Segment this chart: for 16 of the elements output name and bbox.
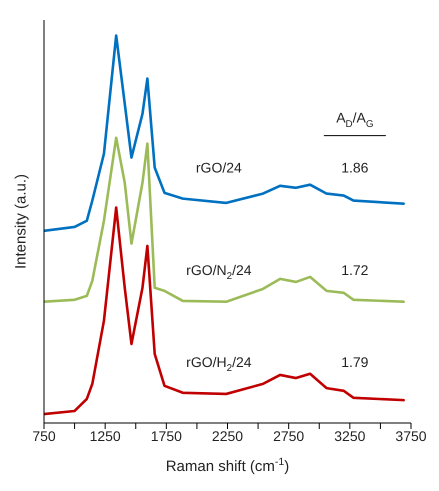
x-tick-label: 750 xyxy=(32,428,56,444)
x-tick-label: 3750 xyxy=(395,428,427,444)
x-tick-label: 2250 xyxy=(212,428,244,444)
series-label: rGO/N$_{2}$/24 xyxy=(186,262,252,282)
x-tick-label: 1250 xyxy=(90,428,121,444)
y-axis-title: Intensity (a.u.) xyxy=(12,174,30,270)
annotation: 1.86 xyxy=(341,160,369,176)
x-tick-label: 3250 xyxy=(334,428,366,444)
series-label: rGO/24 xyxy=(196,160,242,176)
annotation: 1.72 xyxy=(341,262,369,278)
annotation: 1.79 xyxy=(341,354,369,370)
x-axis-title: Raman shift (cm$^{-1}$) xyxy=(166,456,290,475)
series-label: rGO/H$_{2}$/24 xyxy=(186,354,252,374)
annotation: A$_{D}$/A$_{G}$ xyxy=(336,110,374,130)
x-tick-label: 1750 xyxy=(150,428,182,444)
x-tick-label: 2750 xyxy=(273,428,304,444)
